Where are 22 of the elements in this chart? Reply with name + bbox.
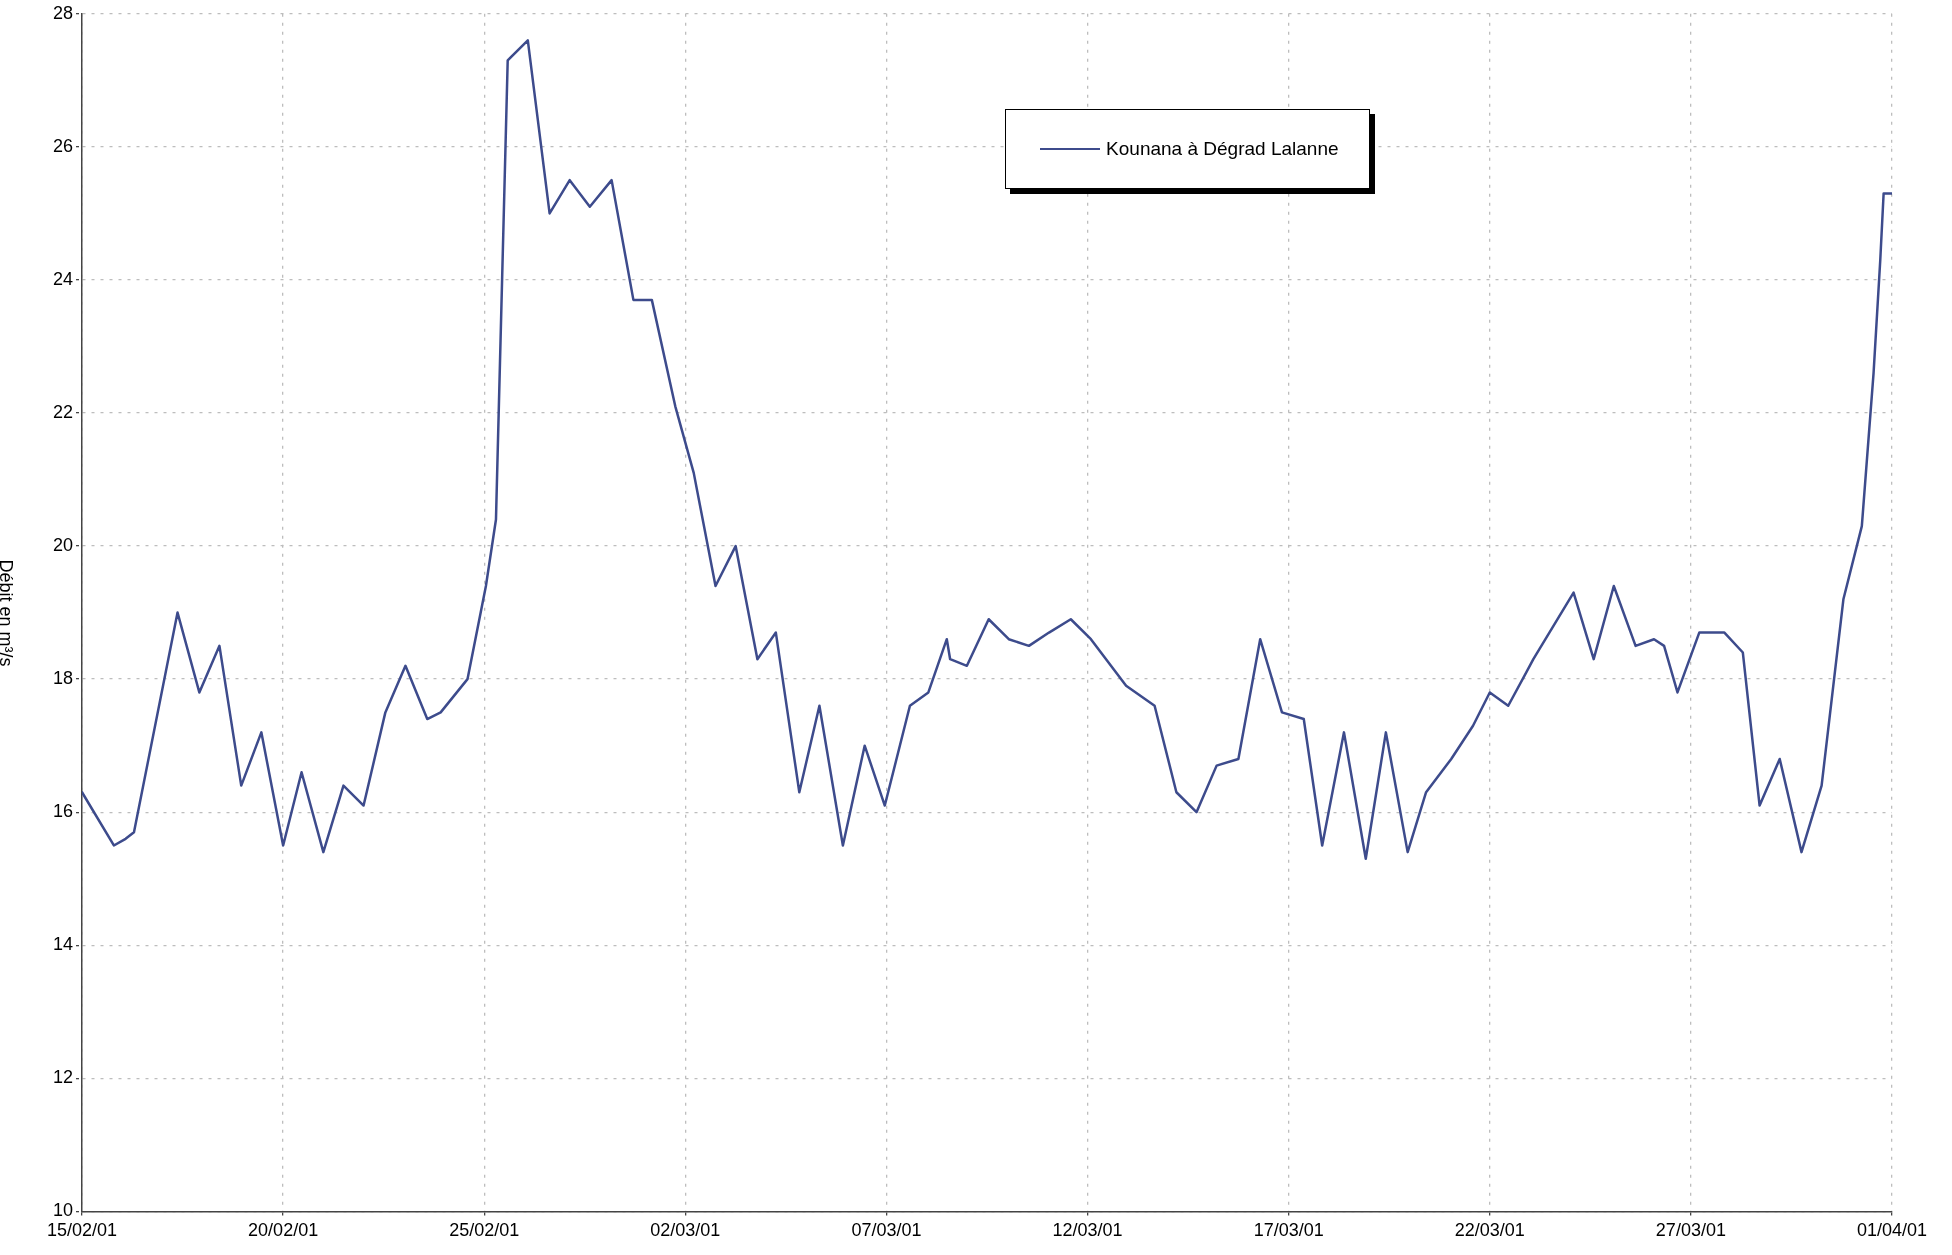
x-tick-label: 27/03/01 [1655, 1220, 1726, 1241]
y-tick-label: 28 [52, 2, 74, 23]
y-tick-label: 26 [52, 135, 74, 156]
x-tick-label: 17/03/01 [1253, 1220, 1324, 1241]
y-axis-title: Débit en m³/s [0, 559, 17, 667]
y-tick-label: 20 [52, 535, 74, 556]
y-tick-label: 24 [52, 268, 74, 289]
y-tick-label: 12 [52, 1067, 74, 1088]
y-tick-label: 10 [52, 1200, 74, 1221]
x-tick-label: 12/03/01 [1052, 1220, 1123, 1241]
legend-label: Kounana à Dégrad Lalanne [1106, 137, 1339, 160]
x-tick-label: 15/02/01 [46, 1220, 118, 1241]
y-tick-label: 16 [52, 801, 74, 822]
y-tick-label: 22 [52, 401, 74, 422]
x-tick-label: 20/02/01 [248, 1220, 319, 1241]
x-tick-label: 25/02/01 [449, 1220, 520, 1241]
x-tick-label: 02/03/01 [650, 1220, 721, 1241]
x-tick-label: 07/03/01 [851, 1220, 922, 1241]
x-tick-label: 22/03/01 [1454, 1220, 1525, 1241]
y-tick-label: 14 [52, 934, 74, 955]
x-tick-label: 01/04/01 [1856, 1220, 1928, 1241]
y-tick-label: 18 [52, 668, 74, 689]
